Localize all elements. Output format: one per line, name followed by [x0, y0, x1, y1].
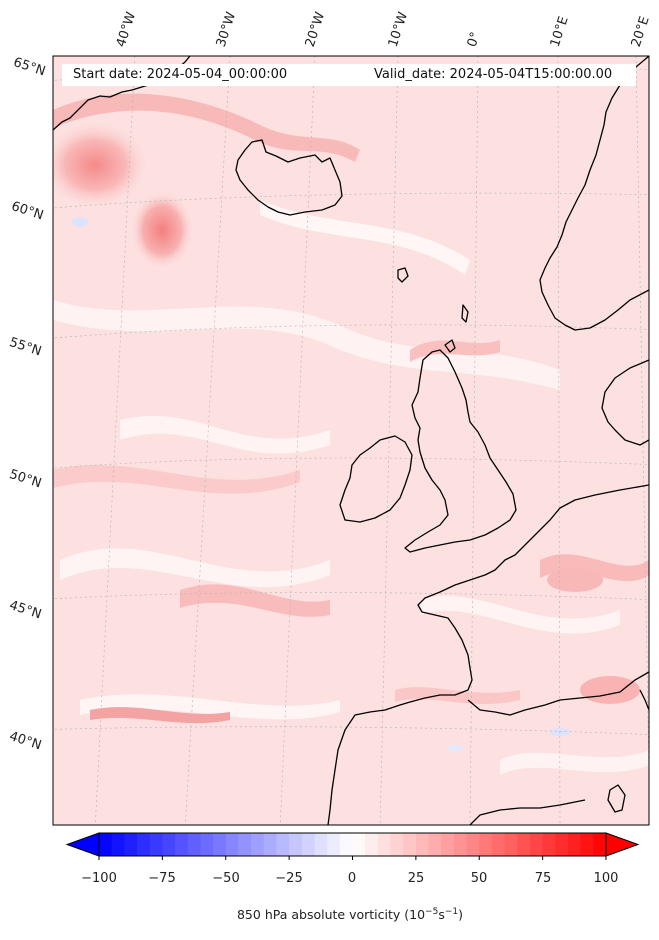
colorbar-band: [99, 833, 113, 856]
colorbar-band: [124, 833, 138, 856]
colorbar-band: [238, 833, 252, 856]
colorbar-band: [517, 833, 531, 856]
colorbar-band: [593, 833, 607, 856]
colorbar-band: [542, 833, 556, 856]
colorbar-band: [403, 833, 417, 856]
colorbar-band: [289, 833, 303, 856]
colorbar-extend-high: [605, 832, 640, 857]
colorbar-title-exp1: −5: [425, 907, 439, 917]
colorbar-tick-label: 100: [593, 871, 619, 886]
map-frame: [52, 55, 650, 826]
header-bar: [62, 64, 636, 86]
colorbar-title-exp2: −1: [444, 907, 459, 917]
colorbar-band: [301, 833, 316, 856]
colorbar-title-unit: s: [438, 907, 445, 923]
colorbar-band: [251, 833, 265, 856]
colorbar-band: [352, 833, 366, 856]
colorbar-band: [466, 833, 480, 856]
colorbar-band: [213, 833, 227, 856]
colorbar-band: [479, 833, 493, 856]
colorbar-tick-label: −50: [212, 871, 240, 886]
colorbar-band: [327, 833, 341, 856]
vorticity-field: [53, 56, 649, 825]
colorbar: [65, 832, 640, 860]
colorbar-band: [441, 833, 455, 856]
valid-date-label: Valid_date: 2024-05-04T15:00:00.00: [374, 67, 613, 82]
colorbar-band: [225, 833, 240, 856]
colorbar-title: 850 hPa absolute vorticity (10−5s−1): [0, 907, 659, 922]
colorbar-band: [111, 833, 125, 856]
colorbar-band: [555, 833, 569, 856]
colorbar-title-text: 850 hPa absolute vorticity (10: [236, 907, 426, 923]
colorbar-tick-label: −100: [81, 871, 117, 886]
colorbar-band: [580, 833, 594, 856]
colorbar-band: [428, 833, 442, 856]
colorbar-tick-label: 50: [470, 871, 488, 886]
colorbar-tick-label: −75: [148, 871, 176, 886]
colorbar-extend-low: [65, 832, 100, 857]
colorbar-band: [390, 833, 404, 856]
colorbar-title-close: ): [458, 907, 463, 923]
colorbar-band: [187, 833, 201, 856]
colorbar-band: [377, 833, 392, 856]
colorbar-band: [365, 833, 379, 856]
colorbar-band: [276, 833, 290, 856]
colorbar-tick-label: 25: [407, 871, 425, 886]
colorbar-band: [162, 833, 176, 856]
colorbar-tick-label: −25: [275, 871, 303, 886]
colorbar-band: [314, 833, 328, 856]
colorbar-bands: [99, 833, 607, 856]
colorbar-band: [453, 833, 468, 856]
colorbar-band: [200, 833, 214, 856]
colorbar-tick-label: 0: [347, 871, 357, 886]
start-date-label: Start date: 2024-05-04_00:00:00: [73, 67, 288, 82]
colorbar-band: [149, 833, 163, 856]
colorbar-band: [175, 833, 189, 856]
colorbar-band: [415, 833, 430, 856]
colorbar-band: [339, 833, 354, 856]
colorbar-band: [137, 833, 151, 856]
colorbar-band: [567, 833, 582, 856]
colorbar-tick-label: 75: [534, 871, 552, 886]
colorbar-band: [529, 833, 544, 856]
colorbar-band: [504, 833, 518, 856]
colorbar-band: [491, 833, 506, 856]
colorbar-band: [263, 833, 278, 856]
colorbar-tick-marks: [98, 856, 607, 860]
